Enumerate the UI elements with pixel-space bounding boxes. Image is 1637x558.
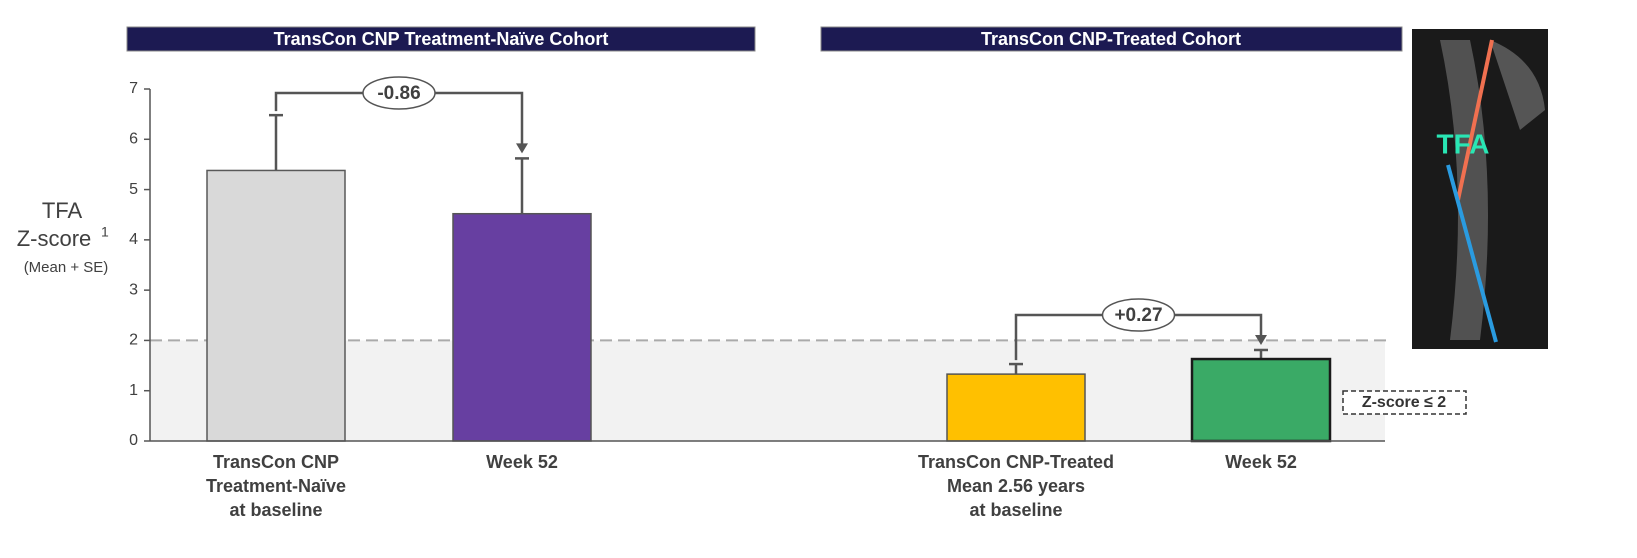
y-axis-title: Z-score	[17, 226, 92, 251]
bar	[1190, 357, 1332, 443]
arrow-head	[1255, 334, 1267, 345]
y-tick-label: 4	[129, 231, 138, 248]
xray-image: TFA	[1412, 29, 1548, 349]
x-tick-label: Week 52	[1225, 452, 1297, 472]
x-tick-label: TransCon CNP-Treated Mean 2.56 years at …	[917, 452, 1115, 520]
y-axis-title: TFA	[42, 198, 83, 223]
threshold-region	[150, 340, 1385, 441]
arrow-head	[516, 143, 528, 154]
cohort-header: TransCon CNP Treatment-Naïve Cohort	[274, 29, 609, 49]
threshold-label-box	[1342, 390, 1467, 415]
header-bar	[126, 26, 756, 52]
threshold-label: Z-score ≤ 2	[1362, 394, 1446, 411]
axis-line	[1456, 39, 1494, 201]
y-axis-note: (Mean + SE)	[24, 259, 109, 276]
bar	[206, 169, 346, 442]
bone	[1490, 40, 1545, 130]
y-tick-label: 6	[129, 131, 138, 148]
change-label: +0.27	[1114, 305, 1162, 326]
y-tick-label: 3	[129, 281, 138, 298]
y-tick-label: 5	[129, 181, 138, 198]
x-tick-label: TransCon CNP Treatment-Naïve at baseline	[205, 452, 347, 520]
x-tick-label: Week 52	[486, 452, 558, 472]
bar	[452, 212, 592, 442]
change-badge	[1101, 298, 1176, 332]
bar	[946, 373, 1086, 442]
y-tick-label: 2	[129, 332, 138, 349]
header-bar	[820, 26, 1403, 52]
y-tick-label: 1	[129, 382, 138, 399]
change-badge	[362, 76, 436, 110]
y-tick-label: 7	[129, 80, 138, 97]
y-tick-label: 0	[129, 432, 138, 449]
image-label: TFA	[1437, 128, 1490, 159]
footnote-mark: 1	[101, 224, 109, 240]
cohort-header: TransCon CNP-Treated Cohort	[981, 29, 1241, 49]
axis-line	[1446, 164, 1498, 343]
change-label: -0.86	[377, 83, 420, 104]
